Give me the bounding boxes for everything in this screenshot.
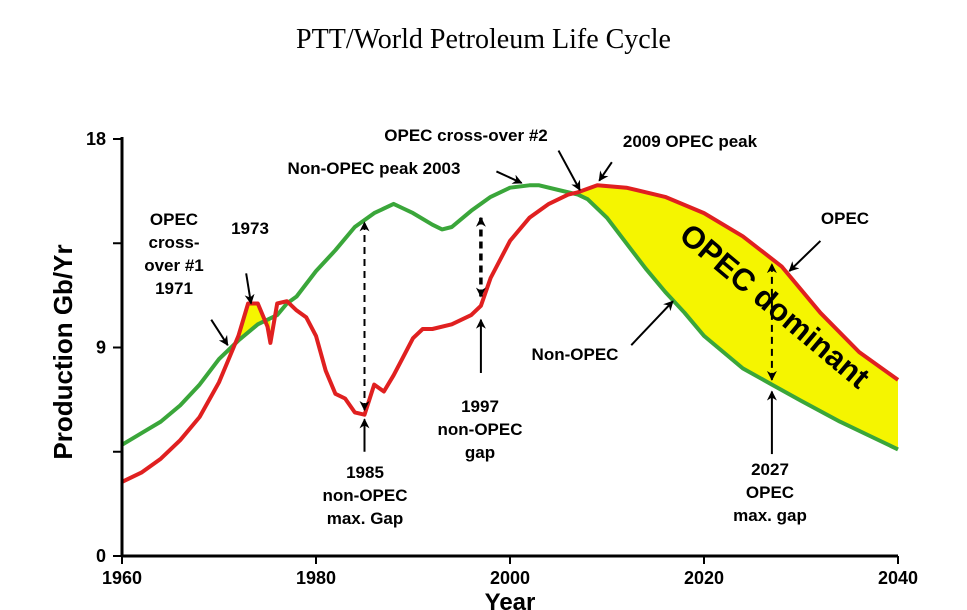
y-axis-label: Production Gb/Yr — [48, 244, 78, 459]
x-tick-label-2040: 2040 — [878, 568, 918, 588]
annotation-arrow-6 — [630, 300, 674, 346]
svg-text:OPEC: OPEC — [150, 210, 198, 229]
series-line-non-opec — [120, 183, 899, 452]
y-tick-label-18: 18 — [86, 129, 106, 149]
annotation-2027-gap: 2027 OPEC max. gap — [733, 460, 807, 525]
svg-text:max. Gap: max. Gap — [327, 509, 404, 528]
svg-text:non-OPEC: non-OPEC — [323, 486, 408, 505]
axis-ticks: 1960 1980 2000 2020 2040 0 9 18 — [86, 129, 918, 588]
annotation-arrow-5 — [788, 240, 822, 272]
annotation-opec-crossover-1: OPEC cross- over #1 1971 — [144, 210, 204, 298]
annotation-opec-series: OPEC — [821, 209, 869, 228]
svg-text:1997: 1997 — [461, 397, 499, 416]
annotation-1985-gap: 1985 non-OPEC max. Gap — [323, 463, 408, 528]
svg-text:gap: gap — [465, 443, 495, 462]
svg-text:1985: 1985 — [346, 463, 384, 482]
shaded-region-0 — [228, 303, 271, 360]
y-tick-label-9: 9 — [96, 338, 106, 358]
annotation-arrow-2 — [496, 170, 523, 184]
svg-text:1971: 1971 — [155, 279, 193, 298]
x-axis-label: Year — [485, 589, 536, 610]
chart-title: PTT/World Petroleum Life Cycle — [296, 24, 671, 55]
annotation-non-opec-peak: Non-OPEC peak 2003 — [288, 159, 461, 178]
annotation-opec-crossover-2: OPEC cross-over #2 — [384, 126, 547, 145]
x-tick-label-1980: 1980 — [296, 568, 336, 588]
svg-text:2027: 2027 — [751, 460, 789, 479]
annotation-arrow-1 — [244, 273, 255, 305]
annotation-arrow-0 — [210, 319, 229, 347]
series-line-opec — [121, 183, 900, 484]
annotation-opec-peak: 2009 OPEC peak — [623, 132, 758, 151]
annotation-arrow-4 — [598, 161, 613, 182]
annotation-arrows — [210, 150, 822, 455]
annotation-1973: 1973 — [231, 219, 269, 238]
svg-text:max. gap: max. gap — [733, 506, 807, 525]
svg-text:over #1: over #1 — [144, 256, 204, 275]
annotation-1997-gap: 1997 non-OPEC gap — [438, 397, 523, 462]
x-tick-label-1960: 1960 — [102, 568, 142, 588]
shaded-region-1 — [577, 185, 898, 450]
annotation-arrow-3 — [557, 150, 581, 191]
annotation-non-opec-series: Non-OPEC — [532, 345, 619, 364]
y-tick-label-0: 0 — [96, 546, 106, 566]
svg-text:non-OPEC: non-OPEC — [438, 420, 523, 439]
x-tick-label-2020: 2020 — [684, 568, 724, 588]
x-tick-label-2000: 2000 — [490, 568, 530, 588]
svg-text:cross-: cross- — [148, 233, 199, 252]
shaded-regions — [228, 185, 898, 450]
series-lines — [120, 183, 900, 484]
svg-text:OPEC: OPEC — [746, 483, 794, 502]
